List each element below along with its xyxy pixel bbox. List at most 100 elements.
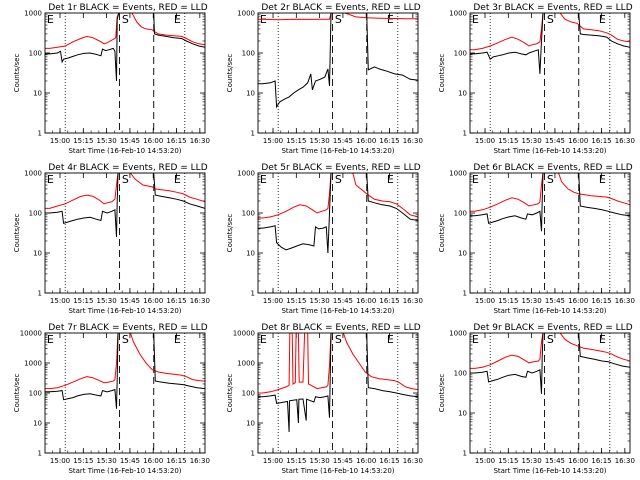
x-tick-label: 16:15 xyxy=(166,297,186,305)
plot-frame xyxy=(44,332,206,454)
y-tick-label: 10 xyxy=(458,250,467,258)
y-tick-label: 1 xyxy=(463,290,467,298)
x-axis-label: Start Time (16-Feb-10 14:53:20) xyxy=(493,147,606,155)
marker-letter: E xyxy=(260,173,267,186)
panel-det-4: Det 4r BLACK = Events, RED = LLD 1 10 100 10… xyxy=(13,163,210,315)
plot-frame xyxy=(257,172,419,294)
y-tick-label: 1 xyxy=(38,290,42,298)
marker-letter: E xyxy=(174,333,181,346)
plot-frame xyxy=(44,12,206,134)
x-tick-label: 16:30 xyxy=(190,297,210,305)
x-tick-label: 15:45 xyxy=(333,137,353,145)
panel-det-7: Det 7r BLACK = Events, RED = LLD 1 10 100 10… xyxy=(13,323,210,475)
plot-frame xyxy=(257,12,419,134)
x-tick-label: 16:30 xyxy=(615,457,635,465)
y-axis-label: Counts/sec xyxy=(226,374,234,413)
y-tick-label: 100 xyxy=(242,50,255,58)
x-tick-label: 16:00 xyxy=(356,137,376,145)
x-tick-label: 15:45 xyxy=(333,297,353,305)
plot-frame xyxy=(257,332,419,454)
x-tick-label: 15:30 xyxy=(522,297,542,305)
x-tick-label: 15:15 xyxy=(286,297,306,305)
marker-letter: S xyxy=(122,333,129,346)
x-tick-label: 15:15 xyxy=(498,457,518,465)
x-axis-label: Start Time (16-Feb-10 14:53:20) xyxy=(68,307,181,315)
x-axis-label: Start Time (16-Feb-10 14:53:20) xyxy=(68,147,181,155)
x-tick-label: 15:15 xyxy=(498,137,518,145)
x-tick-label: 15:30 xyxy=(310,137,330,145)
y-tick-label: 10 xyxy=(33,420,42,428)
panel-title: Det 8r BLACK = Events, RED = LLD xyxy=(261,323,420,333)
y-tick-label: 1000 xyxy=(237,10,255,18)
marker-letter: E xyxy=(47,333,54,346)
marker-letter: S xyxy=(547,333,554,346)
marker-letter: E xyxy=(387,333,394,346)
y-tick-label: 1 xyxy=(251,290,255,298)
panel-det-6: Det 6r BLACK = Events, RED = LLD 1 10 100 10… xyxy=(438,163,635,315)
x-tick-label: 16:30 xyxy=(190,457,210,465)
marker-letter: E xyxy=(260,333,267,346)
x-tick-label: 16:30 xyxy=(615,137,635,145)
marker-letter: E xyxy=(599,13,606,26)
plot-frame xyxy=(44,172,206,294)
y-tick-label: 100 xyxy=(29,210,42,218)
x-axis-label: Start Time (16-Feb-10 14:53:20) xyxy=(281,467,394,475)
panel-title: Det 5r BLACK = Events, RED = LLD xyxy=(261,163,420,173)
series-line-events xyxy=(258,333,418,433)
x-tick-label: 15:45 xyxy=(120,137,140,145)
panel-title: Det 7r BLACK = Events, RED = LLD xyxy=(48,323,207,333)
y-tick-label: 1000 xyxy=(449,10,467,18)
series-line-events xyxy=(45,173,205,238)
series-line-events xyxy=(470,173,630,232)
x-tick-label: 16:00 xyxy=(143,457,163,465)
y-tick-label: 10000 xyxy=(233,330,255,338)
y-tick-label: 100 xyxy=(29,50,42,58)
plot-area xyxy=(470,333,630,394)
plot-area xyxy=(470,173,630,232)
y-tick-label: 100 xyxy=(454,50,467,58)
y-axis-label: Counts/sec xyxy=(13,54,21,93)
y-tick-label: 10 xyxy=(246,90,255,98)
marker-letter: S xyxy=(122,173,129,186)
x-tick-label: 15:00 xyxy=(263,137,283,145)
x-tick-label: 16:00 xyxy=(568,137,588,145)
x-axis-label: Start Time (16-Feb-10 14:53:20) xyxy=(493,467,606,475)
x-tick-label: 15:45 xyxy=(333,457,353,465)
y-tick-label: 100 xyxy=(29,390,42,398)
panel-det-9: Det 9r BLACK = Events, RED = LLD 1 10 100 10… xyxy=(438,323,635,475)
plot-frame xyxy=(469,12,631,134)
x-tick-label: 15:30 xyxy=(522,457,542,465)
series-line-lld xyxy=(258,13,418,21)
x-tick-label: 15:00 xyxy=(50,137,70,145)
y-tick-label: 10 xyxy=(33,250,42,258)
x-axis-label: Start Time (16-Feb-10 14:53:20) xyxy=(281,147,394,155)
y-tick-label: 10 xyxy=(33,90,42,98)
x-tick-label: 16:15 xyxy=(379,137,399,145)
panel-det-5: Det 5r BLACK = Events, RED = LLD 1 10 100 10… xyxy=(226,163,423,315)
x-tick-label: 16:30 xyxy=(615,297,635,305)
x-tick-label: 15:15 xyxy=(498,297,518,305)
marker-letter: E xyxy=(174,13,181,26)
y-tick-label: 1 xyxy=(251,130,255,138)
y-axis-label: Counts/sec xyxy=(438,54,446,93)
y-tick-label: 100 xyxy=(242,210,255,218)
x-tick-label: 15:30 xyxy=(522,137,542,145)
x-tick-label: 16:30 xyxy=(403,297,423,305)
x-tick-label: 16:00 xyxy=(568,297,588,305)
x-tick-label: 16:15 xyxy=(591,137,611,145)
y-axis-label: Counts/sec xyxy=(226,214,234,253)
series-line-lld xyxy=(470,173,630,212)
y-tick-label: 10 xyxy=(246,250,255,258)
x-tick-label: 16:15 xyxy=(591,297,611,305)
x-tick-label: 16:15 xyxy=(591,457,611,465)
marker-letter: S xyxy=(335,173,342,186)
x-tick-label: 15:45 xyxy=(120,457,140,465)
x-tick-label: 16:00 xyxy=(356,457,376,465)
series-line-events xyxy=(258,13,418,109)
series-line-events xyxy=(45,13,205,82)
y-tick-label: 1 xyxy=(38,450,42,458)
x-tick-label: 15:15 xyxy=(73,137,93,145)
plot-area xyxy=(258,333,418,433)
series-line-events xyxy=(45,333,205,409)
x-tick-label: 15:15 xyxy=(286,457,306,465)
